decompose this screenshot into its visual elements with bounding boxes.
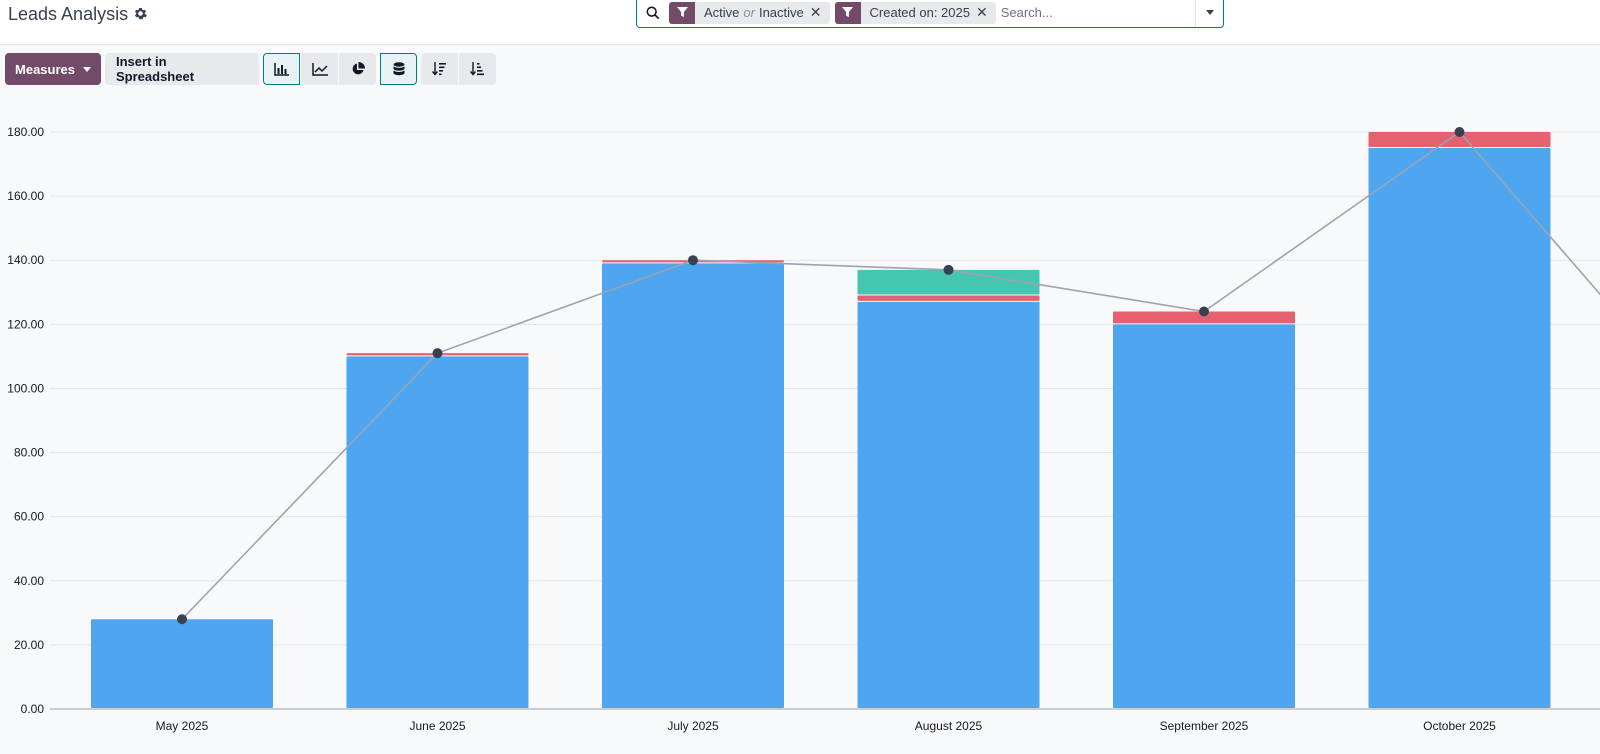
line-chart-icon xyxy=(311,62,328,76)
search-options-toggle[interactable] xyxy=(1195,0,1223,27)
x-tick-label: August 2025 xyxy=(915,719,983,733)
insert-label: Insert in Spreadsheet xyxy=(116,54,195,84)
y-tick-label: 140.00 xyxy=(7,253,44,267)
x-tick-label: October 2025 xyxy=(1423,719,1496,733)
facet-value-created-on: Created on: 2025 xyxy=(869,5,970,20)
close-icon[interactable]: ✕ xyxy=(809,4,822,20)
bar-segment[interactable] xyxy=(1368,148,1551,708)
chevron-down-icon xyxy=(1205,10,1214,15)
facet-connector: or xyxy=(743,5,755,20)
bar-segment[interactable] xyxy=(1113,324,1295,708)
sort-descending-icon xyxy=(432,62,446,76)
y-tick-label: 60.00 xyxy=(14,510,44,524)
filter-icon xyxy=(669,1,695,24)
stacked-toggle-button[interactable] xyxy=(380,53,417,85)
y-tick-label: 40.00 xyxy=(14,574,44,588)
x-tick-label: June 2025 xyxy=(409,719,465,733)
filter-icon xyxy=(834,1,861,24)
caret-down-icon xyxy=(83,66,91,72)
chart-bars xyxy=(91,132,1551,708)
page-title: Leads Analysis xyxy=(8,4,147,25)
chart-type-group xyxy=(263,53,376,85)
trend-point[interactable] xyxy=(177,614,187,625)
search-icon[interactable] xyxy=(637,6,669,20)
y-tick-label: 160.00 xyxy=(7,189,44,203)
trend-line xyxy=(177,127,1600,625)
insert-in-spreadsheet-button[interactable]: Insert in Spreadsheet xyxy=(105,53,259,85)
bar-segment[interactable] xyxy=(602,263,784,708)
facet-value-active: Active xyxy=(704,5,740,20)
measures-label: Measures xyxy=(15,61,75,77)
pie-chart-button[interactable] xyxy=(339,53,376,85)
close-icon[interactable]: ✕ xyxy=(975,4,988,20)
stacked-toggle-group xyxy=(380,53,417,85)
y-tick-label: 0.00 xyxy=(21,702,45,716)
y-tick-label: 120.00 xyxy=(7,317,44,331)
sort-group xyxy=(421,53,496,85)
bar-segment[interactable] xyxy=(91,619,273,708)
sort-ascending-button[interactable] xyxy=(459,53,496,85)
x-tick-label: September 2025 xyxy=(1160,719,1249,733)
database-icon xyxy=(393,62,404,76)
bar-segment[interactable] xyxy=(857,269,1040,295)
y-axis: 0.00 20.00 40.00 60.00 80.00 100.00 120.00 140.… xyxy=(7,125,44,716)
measures-button[interactable]: Measures xyxy=(5,53,101,85)
facet-label: Created on: 2025 xyxy=(861,2,976,24)
gear-icon[interactable] xyxy=(134,7,147,23)
leads-chart: 0.00 20.00 40.00 60.00 80.00 100.00 120.00 140.… xyxy=(7,125,1600,733)
bar-chart-button[interactable] xyxy=(263,53,300,85)
facet-value-inactive: Inactive xyxy=(758,5,804,20)
y-tick-label: 80.00 xyxy=(14,446,44,460)
x-tick-label: July 2025 xyxy=(667,719,719,733)
trend-point[interactable] xyxy=(688,255,698,266)
y-tick-label: 100.00 xyxy=(7,381,44,395)
bar-segment[interactable] xyxy=(857,295,1040,301)
bar-segment[interactable] xyxy=(1113,311,1295,324)
bar-segment[interactable] xyxy=(1368,132,1551,148)
trend-point[interactable] xyxy=(943,264,954,275)
bar-chart-icon xyxy=(274,62,289,76)
trend-point[interactable] xyxy=(1454,127,1465,137)
facet-label: Active or Inactive xyxy=(695,2,810,24)
pie-chart-icon xyxy=(352,62,365,75)
bar-segment[interactable] xyxy=(346,356,529,708)
graph-toolbar: Measures Insert in Spreadsheet xyxy=(5,53,496,85)
sort-ascending-icon xyxy=(470,62,484,76)
line-chart-button[interactable] xyxy=(301,53,338,85)
filter-facet-created-on: Created on: 2025 ✕ xyxy=(834,1,996,24)
y-tick-label: 20.00 xyxy=(14,638,44,652)
y-tick-label: 180.00 xyxy=(7,125,44,139)
search-bar: Active or Inactive ✕ Created on: 2025 ✕ xyxy=(636,0,1224,28)
x-axis: May 2025 June 2025 July 2025 August 2025 Sep… xyxy=(156,719,1497,733)
trend-point[interactable] xyxy=(432,348,443,359)
search-input[interactable] xyxy=(1000,0,1195,25)
page-title-text: Leads Analysis xyxy=(8,4,129,24)
filter-facet-active: Active or Inactive ✕ xyxy=(669,1,830,24)
bar-segment[interactable] xyxy=(857,301,1040,708)
chart-gridlines xyxy=(50,131,1600,710)
x-tick-label: May 2025 xyxy=(156,719,209,733)
trend-point[interactable] xyxy=(1199,306,1209,317)
sort-descending-button[interactable] xyxy=(421,53,458,85)
control-panel: Leads Analysis Active or Inactive ✕ C xyxy=(0,0,1600,45)
